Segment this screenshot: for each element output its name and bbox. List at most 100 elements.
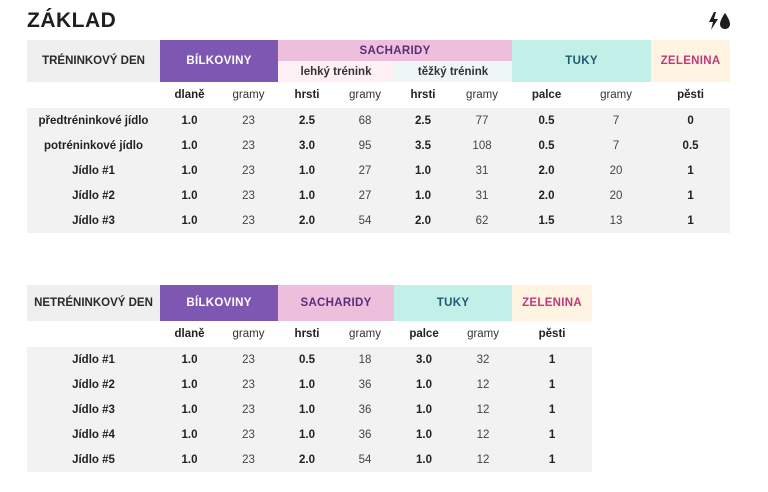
- value-cell: 54: [336, 447, 395, 472]
- value-cell: 2.0: [394, 208, 453, 233]
- unit-cell: palce: [409, 328, 439, 340]
- lightning-icon: [709, 12, 718, 30]
- value-cell: 1.0: [160, 347, 219, 372]
- value-cell: 36: [336, 422, 395, 447]
- value-cell: 3.5: [394, 133, 453, 158]
- value-cell: 2.0: [278, 447, 337, 472]
- value-cell: 0.5: [278, 347, 337, 372]
- value-cell: 23: [219, 372, 279, 397]
- value-cell: 1.0: [160, 447, 219, 472]
- value-cell: 23: [219, 158, 279, 183]
- value-cell: 1.0: [394, 372, 455, 397]
- unit-cell: hrsti: [294, 328, 320, 340]
- table-row: Jídlo #2 1.0 23 1.0 27 1.0 31 2.0 20 1: [27, 183, 731, 208]
- value-cell: 1.0: [160, 422, 219, 447]
- row-label: Jídlo #4: [27, 422, 160, 447]
- sacharidy-header: SACHARIDY: [278, 285, 395, 321]
- value-cell: 12: [454, 397, 513, 422]
- value-cell: 23: [219, 422, 279, 447]
- value-cell: 1.0: [160, 183, 219, 208]
- value-cell: 0: [651, 108, 731, 133]
- value-cell: 1.0: [160, 372, 219, 397]
- value-cell: 0.5: [512, 108, 582, 133]
- table-row: Jídlo #3 1.0 23 2.0 54 2.0 62 1.5 13 1: [27, 208, 731, 233]
- table-row: předtréninkové jídlo 1.0 23 2.5 68 2.5 7…: [27, 108, 731, 133]
- rest-day-label: NETRÉNINKOVÝ DEN: [27, 285, 160, 321]
- value-cell: 1.0: [160, 397, 219, 422]
- value-cell: 36: [336, 372, 395, 397]
- value-cell: 1.0: [278, 397, 337, 422]
- zelenina-header: ZELENINA: [512, 285, 593, 321]
- value-cell: 1.0: [394, 422, 455, 447]
- row-label: Jídlo #2: [27, 372, 160, 397]
- value-cell: 31: [452, 183, 513, 208]
- table-row: Jídlo #1 1.0 23 0.5 18 3.0 32 1: [27, 347, 593, 372]
- table-row: potréninkové jídlo 1.0 23 3.0 95 3.5 108…: [27, 133, 731, 158]
- unit-cell: gramy: [349, 328, 381, 340]
- unit-cell: palce: [531, 89, 562, 101]
- unit-cell: gramy: [232, 328, 265, 340]
- table-row: Jídlo #5 1.0 23 2.0 54 1.0 12 1: [27, 447, 593, 472]
- unit-cell: hrsti: [410, 89, 436, 101]
- value-cell: 2.5: [394, 108, 453, 133]
- value-cell: 1.0: [278, 422, 337, 447]
- value-cell: 1.5: [512, 208, 582, 233]
- unit-cell: pěsti: [538, 328, 566, 340]
- training-day-table: TRÉNINKOVÝ DEN BÍLKOVINY SACHARIDY TUKY …: [27, 40, 731, 233]
- value-cell: 23: [219, 208, 279, 233]
- value-cell: 54: [336, 208, 395, 233]
- sacharidy-header: SACHARIDY: [278, 40, 513, 61]
- value-cell: 1.0: [394, 447, 455, 472]
- value-cell: 23: [219, 133, 279, 158]
- value-cell: 1: [512, 447, 593, 472]
- value-cell: 1.0: [278, 158, 337, 183]
- zelenina-header: ZELENINA: [651, 40, 731, 82]
- tuky-header: TUKY: [394, 285, 513, 321]
- table-row: Jídlo #2 1.0 23 1.0 36 1.0 12 1: [27, 372, 593, 397]
- value-cell: 1: [651, 158, 731, 183]
- value-cell: 2.5: [278, 108, 337, 133]
- value-cell: 23: [219, 183, 279, 208]
- value-cell: 2.0: [278, 208, 337, 233]
- rest-day-table: NETRÉNINKOVÝ DEN BÍLKOVINY SACHARIDY TUK…: [27, 285, 593, 472]
- unit-cell: gramy: [232, 89, 265, 101]
- unit-cell: dlaně: [174, 89, 205, 101]
- value-cell: 0.5: [512, 133, 582, 158]
- value-cell: 1: [651, 208, 731, 233]
- row-label: předtréninkové jídlo: [27, 108, 160, 133]
- units-row: dlaně gramy hrsti gramy hrsti gramy palc…: [27, 82, 730, 108]
- value-cell: 23: [219, 397, 279, 422]
- row-label: Jídlo #3: [27, 208, 160, 233]
- value-cell: 1: [651, 183, 731, 208]
- bilkoviny-header: BÍLKOVINY: [160, 40, 279, 82]
- row-label: Jídlo #3: [27, 397, 160, 422]
- units-row: dlaně gramy hrsti gramy palce gramy pěst…: [27, 321, 592, 347]
- table-row: Jídlo #1 1.0 23 1.0 27 1.0 31 2.0 20 1: [27, 158, 731, 183]
- value-cell: 1: [512, 397, 593, 422]
- value-cell: 3.0: [394, 347, 455, 372]
- value-cell: 68: [336, 108, 395, 133]
- lightning-drop-icon: [709, 12, 730, 30]
- value-cell: 7: [581, 108, 652, 133]
- value-cell: 32: [454, 347, 513, 372]
- value-cell: 23: [219, 108, 279, 133]
- value-cell: 23: [219, 447, 279, 472]
- value-cell: 77: [452, 108, 513, 133]
- value-cell: 12: [454, 372, 513, 397]
- value-cell: 1.0: [394, 397, 455, 422]
- drop-icon: [720, 13, 730, 29]
- value-cell: 1.0: [278, 183, 337, 208]
- value-cell: 1.0: [160, 158, 219, 183]
- value-cell: 36: [336, 397, 395, 422]
- unit-cell: dlaně: [174, 328, 205, 340]
- value-cell: 3.0: [278, 133, 337, 158]
- unit-cell: hrsti: [294, 89, 320, 101]
- value-cell: 27: [336, 158, 395, 183]
- table-row: Jídlo #3 1.0 23 1.0 36 1.0 12 1: [27, 397, 593, 422]
- value-cell: 1: [512, 372, 593, 397]
- value-cell: 20: [581, 158, 652, 183]
- value-cell: 2.0: [512, 158, 582, 183]
- row-label: Jídlo #1: [27, 158, 160, 183]
- value-cell: 7: [581, 133, 652, 158]
- heavy-training-subheader: těžký trénink: [394, 61, 513, 82]
